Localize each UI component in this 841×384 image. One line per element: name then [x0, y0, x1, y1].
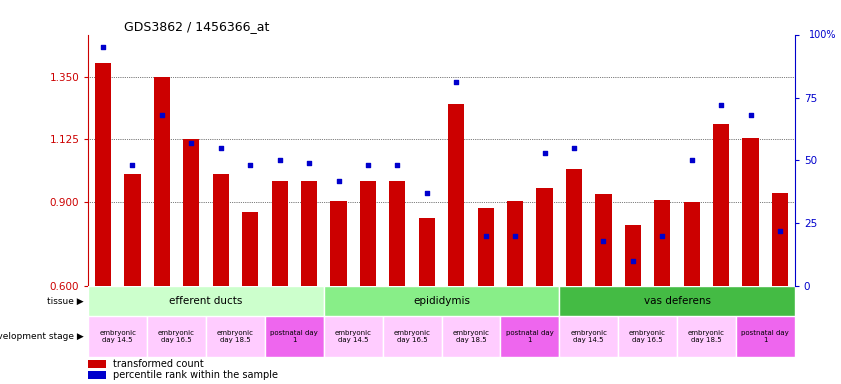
Text: transformed count: transformed count [113, 359, 204, 369]
Point [96, 44, 109, 50]
Point [420, 190, 434, 196]
Bar [147, 316, 206, 357]
Text: embryonic
day 14.5: embryonic day 14.5 [335, 330, 372, 343]
Point [331, 177, 345, 184]
Text: development stage ▶: development stage ▶ [0, 332, 84, 341]
Bar [88, 316, 147, 357]
Text: embryonic
day 18.5: embryonic day 18.5 [217, 330, 254, 343]
Text: embryonic
day 16.5: embryonic day 16.5 [629, 330, 666, 343]
Point [744, 112, 758, 118]
Bar [301, 181, 317, 286]
Text: efferent ducts: efferent ducts [169, 296, 243, 306]
Bar [383, 316, 442, 357]
Text: postnatal day
1: postnatal day 1 [506, 330, 553, 343]
Bar [625, 225, 641, 286]
Bar [265, 316, 324, 357]
Text: embryonic
day 14.5: embryonic day 14.5 [99, 330, 136, 343]
Bar [95, 63, 111, 286]
Bar [654, 200, 670, 286]
Text: percentile rank within the sample: percentile rank within the sample [113, 370, 278, 380]
Bar [736, 316, 795, 357]
Y-axis label: 100%: 100% [809, 30, 837, 40]
Bar [88, 359, 106, 367]
Bar [419, 218, 435, 286]
Bar [213, 174, 229, 286]
Text: embryonic
day 16.5: embryonic day 16.5 [158, 330, 195, 343]
Text: vas deferens: vas deferens [643, 296, 711, 306]
Bar [618, 316, 677, 357]
Text: tissue ▶: tissue ▶ [47, 297, 84, 306]
Point [685, 157, 698, 164]
Point [596, 238, 610, 244]
Bar [242, 212, 258, 286]
Bar [500, 316, 559, 357]
Point [656, 233, 669, 239]
Point [184, 140, 198, 146]
Bar [684, 202, 700, 286]
Text: embryonic
day 18.5: embryonic day 18.5 [688, 330, 725, 343]
Point [774, 228, 787, 234]
Point [508, 233, 521, 239]
Point [714, 102, 727, 108]
Bar [559, 286, 795, 316]
Bar [478, 208, 494, 286]
Point [125, 162, 139, 169]
Bar [743, 138, 759, 286]
Text: epididymis: epididymis [413, 296, 470, 306]
Bar [389, 181, 405, 286]
Bar [537, 189, 553, 286]
Bar [154, 76, 170, 286]
Bar [324, 316, 383, 357]
Bar [206, 316, 265, 357]
Point [567, 145, 580, 151]
Bar [442, 316, 500, 357]
Bar [88, 286, 324, 316]
Text: embryonic
day 14.5: embryonic day 14.5 [570, 330, 607, 343]
Bar [331, 201, 346, 286]
Bar [183, 139, 199, 286]
Bar [360, 181, 376, 286]
Bar [324, 286, 559, 316]
Bar [677, 316, 736, 357]
Point [155, 112, 168, 118]
Point [626, 258, 640, 264]
Point [272, 157, 286, 164]
Text: embryonic
day 16.5: embryonic day 16.5 [394, 330, 431, 343]
Point [361, 162, 374, 169]
Point [479, 233, 493, 239]
Bar [566, 169, 582, 286]
Bar [507, 201, 523, 286]
Bar [272, 181, 288, 286]
Text: embryonic
day 18.5: embryonic day 18.5 [452, 330, 489, 343]
Point [302, 160, 315, 166]
Bar [448, 104, 464, 286]
Point [244, 162, 257, 169]
Bar [559, 316, 618, 357]
Text: GDS3862 / 1456366_at: GDS3862 / 1456366_at [124, 20, 269, 33]
Bar [595, 194, 611, 286]
Bar [124, 174, 140, 286]
Text: postnatal day
1: postnatal day 1 [271, 330, 318, 343]
Point [214, 145, 227, 151]
Point [449, 79, 463, 86]
Bar [88, 371, 106, 379]
Bar [713, 124, 729, 286]
Text: postnatal day
1: postnatal day 1 [742, 330, 789, 343]
Point [538, 150, 552, 156]
Bar [772, 193, 788, 286]
Point [390, 162, 404, 169]
